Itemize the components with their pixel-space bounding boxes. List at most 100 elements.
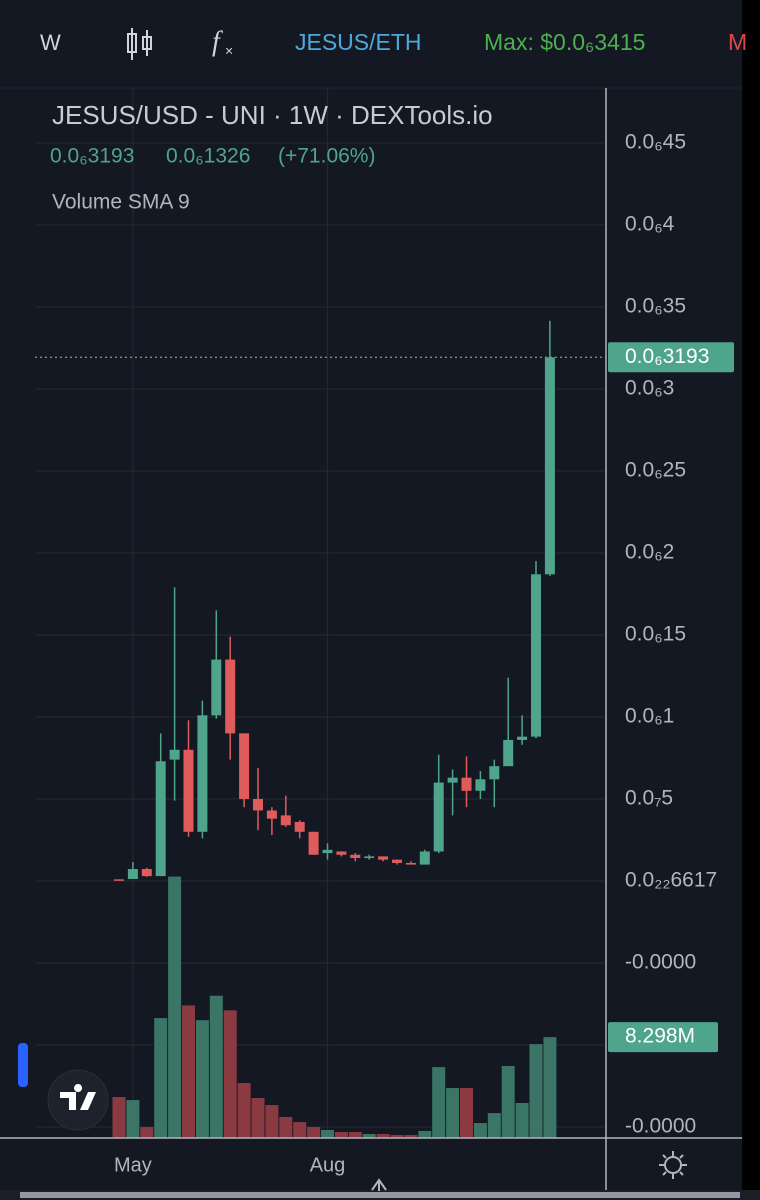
candle-body — [531, 574, 541, 737]
indicator-icon[interactable]: f — [212, 26, 223, 57]
candle-body — [461, 777, 472, 791]
volume-bar — [265, 1105, 279, 1138]
tradingview-logo[interactable] — [47, 1069, 109, 1131]
volume-bar — [515, 1102, 529, 1138]
y-tick-label: -0.0000 — [625, 951, 696, 974]
chart-title: JESUS/USD - UNI · 1W · DEXTools.io — [52, 100, 493, 130]
candle-body — [447, 777, 458, 783]
x-tick-label: Aug — [310, 1154, 346, 1176]
volume-bar — [376, 1133, 390, 1138]
candle-body — [378, 856, 389, 860]
volume-bar — [140, 1127, 154, 1138]
volume-bar — [473, 1123, 487, 1138]
volume-bar — [126, 1100, 140, 1138]
volume-label-box — [608, 1022, 718, 1053]
indicator-icon-sub: × — [225, 43, 233, 59]
candle-body — [197, 715, 208, 832]
y-tick-label: -0.0000 — [625, 1115, 696, 1138]
volume-bar — [432, 1067, 446, 1138]
candle-body — [475, 779, 486, 791]
candle-body — [141, 869, 152, 877]
candle-body — [225, 659, 236, 734]
volume-bar — [168, 876, 182, 1138]
volume-bar — [154, 1018, 168, 1138]
interval-button[interactable]: W — [40, 30, 61, 55]
candle-body — [183, 749, 194, 832]
y-tick-label: 0.0₆15 — [625, 623, 686, 646]
volume-bar — [182, 1005, 195, 1138]
legend-change-pct: (+71.06%) — [278, 145, 375, 168]
volume-bar — [418, 1130, 432, 1138]
candle-body — [239, 733, 250, 799]
volume-bar — [501, 1066, 515, 1138]
volume-bar — [390, 1134, 404, 1138]
candle-body — [503, 739, 514, 767]
max-price: Max: $0.0₆3415 — [484, 29, 645, 55]
pair-button[interactable]: JESUS/ETH — [295, 29, 422, 55]
toolbar: W f × JESUS/ETH Max: $0.0₆3415 M — [40, 26, 747, 60]
y-tick-label: 0.0₆3 — [625, 377, 674, 400]
candle-body — [127, 869, 138, 880]
volume-bar — [223, 1010, 237, 1138]
candle-body — [433, 782, 444, 852]
y-tick-label: 0.0₆25 — [625, 459, 686, 482]
candle-body — [544, 357, 555, 575]
volume-bar — [543, 1037, 557, 1138]
volume-bar — [487, 1113, 501, 1138]
candle-body — [350, 854, 361, 859]
settings-gear[interactable] — [659, 1151, 687, 1179]
candle-body — [280, 815, 291, 826]
background — [0, 0, 742, 1190]
y-tick-label: 0.0₇5 — [625, 787, 673, 810]
candle-icon[interactable] — [127, 28, 152, 60]
volume-bar — [209, 995, 223, 1138]
candle-body — [294, 821, 305, 832]
candle-body — [211, 659, 222, 716]
volume-bar — [529, 1044, 543, 1138]
x-tick-label: May — [114, 1154, 152, 1176]
volume-bar — [237, 1083, 251, 1138]
candle-body — [114, 879, 124, 881]
volume-bar — [112, 1097, 126, 1138]
volume-bar — [307, 1127, 321, 1138]
last-price-box — [608, 342, 734, 373]
candle-body — [489, 766, 500, 780]
candle-body — [392, 859, 402, 863]
volume-bar — [460, 1088, 473, 1138]
volume-bar — [404, 1134, 418, 1138]
volume-bar — [362, 1133, 376, 1138]
candle-body — [517, 736, 528, 740]
side-tab[interactable] — [18, 1043, 28, 1087]
y-tick-label: 0.0₆4 — [625, 212, 675, 235]
legend-change: 0.0₆1326 — [166, 145, 250, 168]
volume-bar — [279, 1116, 293, 1138]
y-tick-label: 0.0₂₂6617 — [625, 869, 717, 892]
y-tick-label: 0.0₆45 — [625, 130, 686, 153]
candle-body — [308, 831, 319, 855]
plot — [35, 88, 606, 1138]
volume-bar — [195, 1020, 209, 1138]
y-tick-label: 0.0₆2 — [625, 541, 674, 564]
volume-bar — [251, 1097, 265, 1138]
y-tick-label: 0.0₆1 — [625, 705, 674, 728]
candle-body — [419, 851, 430, 865]
candle-body — [266, 810, 277, 819]
volume-bar — [321, 1129, 334, 1138]
scroll-bar — [20, 1192, 740, 1198]
indicator-label: Volume SMA 9 — [52, 191, 190, 214]
candle-body — [322, 849, 333, 854]
candle-body — [364, 856, 375, 859]
volume-bar — [446, 1088, 460, 1138]
volume-bar — [334, 1132, 348, 1138]
candle-body — [169, 749, 180, 760]
scroll-arrow[interactable] — [371, 1178, 387, 1191]
volume-bar — [348, 1132, 362, 1138]
y-tick-label: 0.0₆35 — [625, 295, 686, 318]
volume-label: 8.298M — [625, 1025, 695, 1048]
last-price-label: 0.0₆3193 — [625, 345, 709, 368]
cut-label: M — [728, 29, 747, 55]
candle-body — [155, 761, 166, 877]
logo-glyph — [60, 1084, 96, 1110]
volume-bar — [293, 1122, 307, 1138]
